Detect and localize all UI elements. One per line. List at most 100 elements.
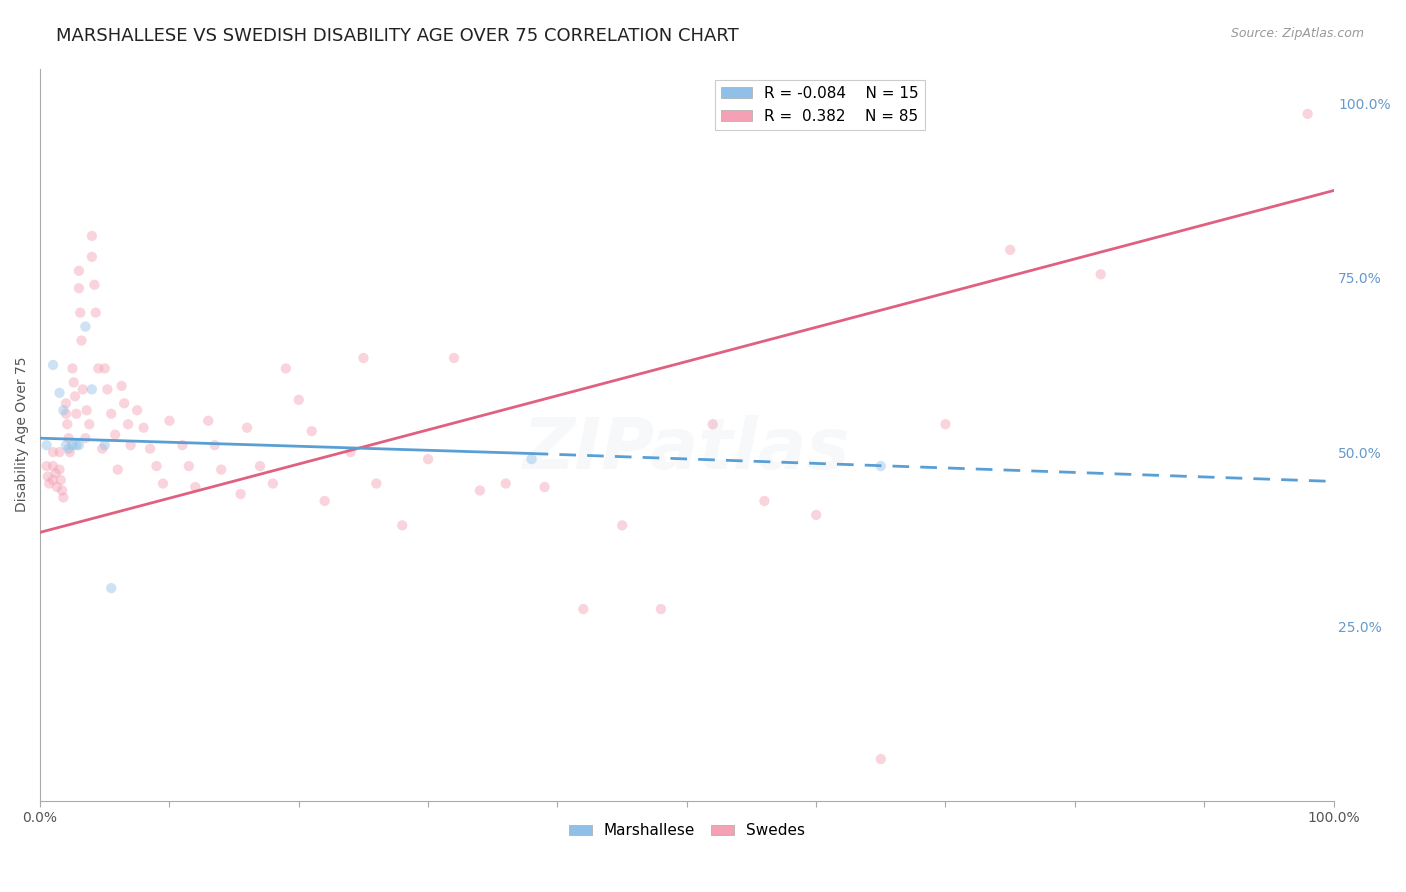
- Point: [38, 476, 60, 491]
- Point: [288, 392, 311, 407]
- Point: [1296, 107, 1319, 121]
- Point: [48, 462, 70, 476]
- Point: [754, 494, 776, 508]
- Point: [139, 442, 162, 456]
- Point: [869, 752, 891, 766]
- Point: [468, 483, 491, 498]
- Point: [48, 385, 70, 400]
- Text: Source: ZipAtlas.com: Source: ZipAtlas.com: [1230, 27, 1364, 40]
- Point: [37, 469, 59, 483]
- Point: [314, 494, 336, 508]
- Point: [72, 383, 94, 397]
- Point: [52, 403, 75, 417]
- Point: [100, 581, 122, 595]
- Point: [35, 459, 58, 474]
- Point: [443, 351, 465, 365]
- Point: [94, 361, 117, 376]
- Point: [172, 438, 194, 452]
- Point: [94, 438, 117, 452]
- Point: [132, 421, 155, 435]
- Point: [520, 452, 543, 467]
- Point: [104, 427, 127, 442]
- Point: [67, 438, 90, 452]
- Point: [42, 445, 65, 459]
- Point: [495, 476, 517, 491]
- Point: [84, 305, 107, 319]
- Point: [58, 442, 80, 456]
- Point: [65, 407, 87, 421]
- Point: [112, 396, 135, 410]
- Point: [52, 491, 75, 505]
- Point: [249, 459, 271, 474]
- Point: [56, 417, 79, 432]
- Point: [184, 480, 207, 494]
- Point: [274, 361, 297, 376]
- Point: [117, 417, 139, 432]
- Point: [80, 250, 103, 264]
- Text: MARSHALLESE VS SWEDISH DISABILITY AGE OVER 75 CORRELATION CHART: MARSHALLESE VS SWEDISH DISABILITY AGE OV…: [56, 27, 740, 45]
- Point: [70, 334, 93, 348]
- Point: [63, 389, 86, 403]
- Point: [107, 462, 129, 476]
- Point: [391, 518, 413, 533]
- Point: [58, 431, 80, 445]
- Point: [366, 476, 388, 491]
- Point: [159, 414, 181, 428]
- Point: [301, 424, 323, 438]
- Point: [177, 459, 200, 474]
- Point: [145, 459, 167, 474]
- Point: [87, 361, 110, 376]
- Point: [83, 277, 105, 292]
- Point: [65, 438, 87, 452]
- Point: [204, 438, 226, 452]
- Point: [998, 243, 1021, 257]
- Point: [62, 438, 84, 452]
- Point: [804, 508, 827, 522]
- Point: [45, 466, 67, 480]
- Y-axis label: Disability Age Over 75: Disability Age Over 75: [15, 357, 30, 512]
- Point: [35, 438, 58, 452]
- Point: [42, 459, 65, 474]
- Point: [76, 403, 98, 417]
- Point: [152, 476, 174, 491]
- Point: [62, 376, 84, 390]
- Point: [339, 445, 361, 459]
- Point: [353, 351, 375, 365]
- Point: [55, 407, 77, 421]
- Point: [42, 473, 65, 487]
- Point: [51, 483, 73, 498]
- Point: [69, 305, 91, 319]
- Text: ZIPatlas: ZIPatlas: [523, 415, 851, 483]
- Point: [59, 445, 82, 459]
- Point: [55, 396, 77, 410]
- Legend: Marshallese, Swedes: Marshallese, Swedes: [562, 817, 811, 845]
- Point: [572, 602, 595, 616]
- Point: [100, 407, 122, 421]
- Point: [127, 403, 149, 417]
- Point: [1090, 267, 1112, 281]
- Point: [91, 442, 114, 456]
- Point: [55, 438, 77, 452]
- Point: [533, 480, 555, 494]
- Point: [67, 281, 90, 295]
- Point: [610, 518, 633, 533]
- Point: [702, 417, 724, 432]
- Point: [80, 383, 103, 397]
- Point: [418, 452, 440, 467]
- Point: [45, 480, 67, 494]
- Point: [934, 417, 956, 432]
- Point: [120, 438, 142, 452]
- Point: [75, 431, 97, 445]
- Point: [229, 487, 252, 501]
- Point: [209, 462, 232, 476]
- Point: [869, 459, 891, 474]
- Point: [236, 421, 259, 435]
- Point: [49, 473, 72, 487]
- Point: [77, 417, 100, 432]
- Point: [96, 383, 118, 397]
- Point: [62, 361, 84, 376]
- Point: [67, 264, 90, 278]
- Point: [80, 228, 103, 243]
- Point: [110, 379, 132, 393]
- Point: [48, 445, 70, 459]
